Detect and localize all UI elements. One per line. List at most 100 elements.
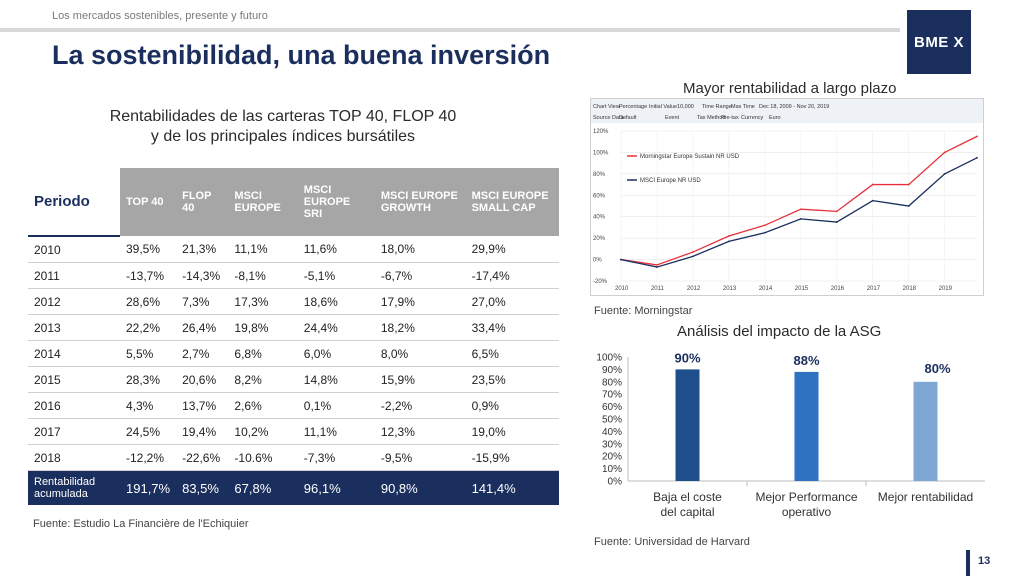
- header-subtitle: Los mercados sostenibles, presente y fut…: [52, 10, 268, 22]
- control-label: Percentage: [619, 104, 647, 110]
- y-tick-label: 0%: [593, 258, 602, 264]
- value-cell: 0,9%: [465, 392, 559, 419]
- table-row: 2013 22,2% 26,4% 19,8% 24,4% 18,2% 33,4%: [28, 314, 559, 341]
- period-cell: 2013: [28, 314, 120, 341]
- table-title-line1: Rentabilidades de las carteras TOP 40, F…: [109, 108, 457, 125]
- value-cell: -13,7%: [120, 262, 177, 289]
- x-tick-label: 2015: [795, 286, 809, 292]
- value-cell: 28,3%: [120, 366, 177, 393]
- bar: [675, 369, 700, 481]
- bar-value-label: 80%: [924, 361, 950, 376]
- value-cell: -15,9%: [465, 444, 559, 471]
- table-row: 2018 -12,2% -22,6% -10.6% -7,3% -9,5% -15,9%: [28, 444, 559, 471]
- series-point: [976, 135, 978, 138]
- value-cell: 29,9%: [465, 236, 559, 263]
- value-cell: 8,0%: [374, 340, 466, 367]
- period-cell: 2016: [28, 392, 120, 419]
- value-cell: 18,2%: [374, 314, 466, 341]
- y-tick-label: 30%: [602, 439, 622, 450]
- returns-table: Periodo TOP 40 FLOP 40 MSCI EUROPE MSCI …: [28, 168, 559, 505]
- x-tick-label: 2011: [651, 286, 665, 292]
- esg-bar-chart: 0% 10% 20% 30% 40% 50% 60% 70% 80% 90% 100% 90% Baja…: [590, 340, 990, 535]
- col-header: MSCI EUROPE SRI: [297, 168, 375, 236]
- value-cell: 39,5%: [120, 236, 177, 263]
- value-cell: -9,5%: [374, 444, 466, 471]
- bme-logo: BME X: [907, 10, 971, 74]
- table-row: 2016 4,3% 13,7% 2,6% 0,1% -2,2% 0,9%: [28, 392, 559, 419]
- page-number: 13: [978, 555, 991, 567]
- control-label: Time Range: [702, 104, 732, 110]
- control-label: Euro: [769, 115, 781, 121]
- category-label: del capital: [660, 505, 714, 519]
- bar: [794, 371, 819, 481]
- value-cell: 2,6%: [228, 392, 298, 419]
- header-divider: [0, 28, 900, 32]
- value-cell: 26,4%: [176, 314, 229, 341]
- category-label: Mejor Performance: [755, 490, 857, 504]
- y-tick-label: 0%: [608, 477, 623, 488]
- value-cell: 6,8%: [228, 340, 298, 367]
- long-term-source: Fuente: Morningstar: [594, 305, 693, 317]
- value-cell: 6,5%: [465, 340, 559, 367]
- y-tick-label: 70%: [602, 390, 622, 401]
- value-cell: 14,8%: [297, 366, 375, 393]
- control-label: Max Time: [731, 104, 755, 110]
- value-cell: -10.6%: [228, 444, 298, 471]
- y-tick-label: 80%: [602, 377, 622, 388]
- y-tick-label: 120%: [593, 129, 609, 135]
- series-point: [656, 264, 658, 266]
- table-row: 2012 28,6% 7,3% 17,3% 18,6% 17,9% 27,0%: [28, 288, 559, 315]
- category-label: Mejor rentabilidad: [878, 490, 973, 504]
- value-cell: 22,2%: [120, 314, 177, 341]
- control-label: Currency: [741, 115, 764, 121]
- y-tick-label: 60%: [602, 402, 622, 413]
- value-cell: -6,7%: [374, 262, 466, 289]
- value-cell: 23,5%: [465, 366, 559, 393]
- control-label: Pre-tax: [721, 115, 739, 121]
- table-row: 2011 -13,7% -14,3% -8,1% -5,1% -6,7% -17,4%: [28, 262, 559, 289]
- series-point: [799, 217, 802, 220]
- series-point: [871, 183, 874, 186]
- table-row: 2014 5,5% 2,7% 6,8% 6,0% 8,0% 6,5%: [28, 340, 559, 367]
- value-cell: 24,4%: [297, 314, 375, 341]
- series-point: [799, 208, 802, 211]
- category-label: operativo: [782, 505, 832, 519]
- value-cell: 11,6%: [297, 236, 375, 263]
- x-tick-label: 2017: [867, 286, 881, 292]
- control-label: Initial Value: [649, 104, 677, 110]
- table-row: 2015 28,3% 20,6% 8,2% 14,8% 15,9% 23,5%: [28, 366, 559, 393]
- value-cell: 24,5%: [120, 418, 177, 445]
- control-label: Dec 18, 2009 - Nov 20, 2019: [759, 104, 829, 110]
- series-point: [620, 258, 622, 261]
- value-cell: 17,9%: [374, 288, 466, 315]
- morningstar-chart: Chart View Percentage Initial Value 10,000 T…: [590, 98, 984, 296]
- y-tick-label: -20%: [593, 279, 608, 285]
- legend-label: MSCI Europe NR USD: [640, 178, 701, 184]
- bar-value-label: 90%: [674, 350, 700, 365]
- table-source: Fuente: Estudio La Financière de l'Echiq…: [33, 518, 249, 530]
- x-tick-label: 2014: [759, 286, 773, 292]
- value-cell: 7,3%: [176, 288, 229, 315]
- period-cell: 2018: [28, 444, 120, 471]
- y-tick-label: 100%: [596, 353, 622, 364]
- y-tick-label: 80%: [593, 172, 606, 178]
- series-point: [835, 221, 838, 223]
- table-title: Rentabilidades de las carteras TOP 40, F…: [28, 107, 538, 147]
- value-cell: 8,2%: [228, 366, 298, 393]
- value-cell: 13,7%: [176, 392, 229, 419]
- value-cell: 21,3%: [176, 236, 229, 263]
- value-cell: 4,3%: [120, 392, 177, 419]
- long-term-title: Mayor rentabilidad a largo plazo: [683, 80, 897, 97]
- period-cell: 2011: [28, 262, 120, 289]
- series-point: [692, 251, 694, 253]
- value-cell: 5,5%: [120, 340, 177, 367]
- control-label: Event: [665, 115, 680, 121]
- morningstar-chart-svg: Chart View Percentage Initial Value 10,000 T…: [591, 99, 983, 292]
- x-tick-label: 2012: [687, 286, 701, 292]
- table-body: 2010 39,5% 21,3% 11,1% 11,6% 18,0% 29,9% 2011 -1…: [28, 236, 559, 505]
- y-tick-label: 60%: [593, 193, 606, 199]
- series-point: [907, 183, 910, 186]
- value-cell: -17,4%: [465, 262, 559, 289]
- series-point: [943, 151, 946, 154]
- series-line: [620, 157, 978, 268]
